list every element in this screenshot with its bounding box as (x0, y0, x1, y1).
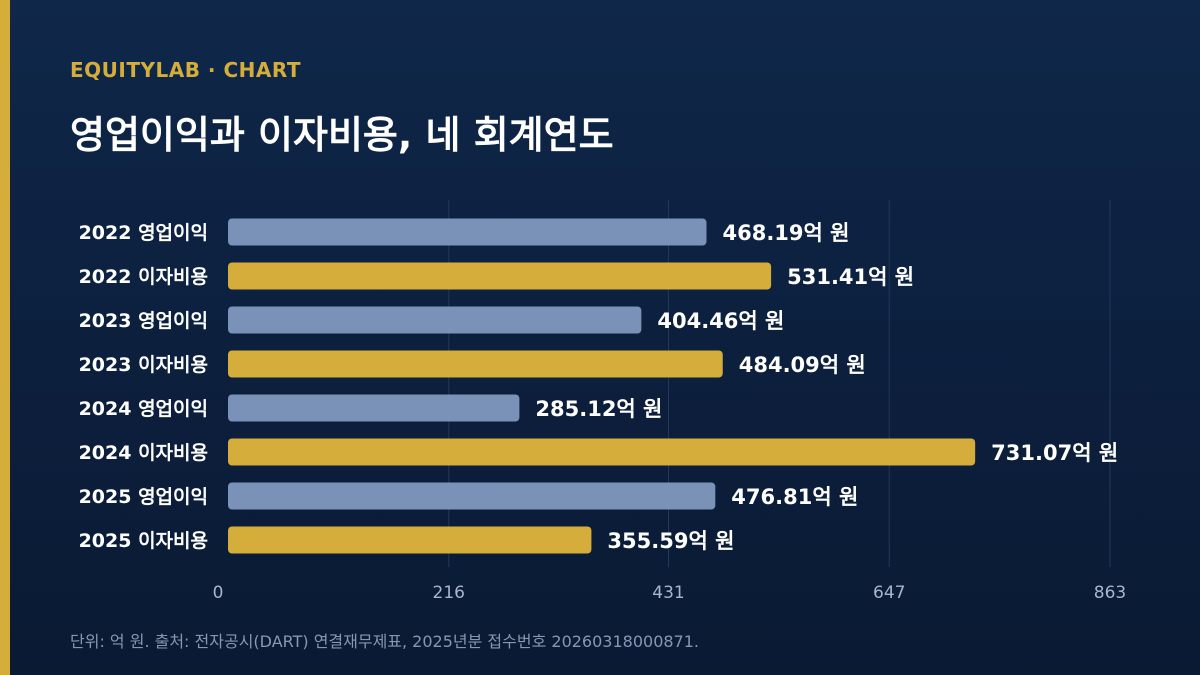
x-tick-label: 0 (213, 583, 224, 603)
bar-operating-income (228, 482, 716, 510)
bar-operating-income (228, 218, 707, 246)
bar-interest-expense (228, 350, 723, 378)
category-label: 2022 영업이익 (79, 222, 208, 244)
x-tick-label: 647 (873, 583, 905, 603)
bar-interest-expense (228, 526, 592, 554)
data-label: 355.59억 원 (607, 529, 734, 553)
category-label: 2023 이자비용 (79, 354, 208, 376)
data-label: 484.09억 원 (739, 353, 866, 377)
brand-label: EQUITYLAB · CHART (70, 58, 301, 82)
data-label: 531.41억 원 (787, 265, 914, 289)
data-label: 476.81억 원 (731, 485, 858, 509)
data-label: 404.46억 원 (657, 309, 784, 333)
page-title: 영업이익과 이자비용, 네 회계연도 (70, 113, 614, 157)
bar-interest-expense (228, 438, 976, 466)
data-label: 731.07억 원 (991, 441, 1118, 465)
x-tick-label: 431 (652, 583, 684, 603)
bar-operating-income (228, 394, 520, 422)
category-label: 2024 이자비용 (79, 442, 208, 464)
bar-interest-expense (228, 262, 772, 290)
x-tick-label: 863 (1094, 583, 1126, 603)
accent-bar (0, 0, 10, 675)
category-label: 2025 영업이익 (79, 486, 208, 508)
data-label: 285.12억 원 (535, 397, 662, 421)
bar-operating-income (228, 306, 642, 334)
data-label: 468.19억 원 (722, 221, 849, 245)
category-label: 2024 영업이익 (79, 398, 208, 420)
category-label: 2022 이자비용 (79, 266, 208, 288)
category-label: 2023 영업이익 (79, 310, 208, 332)
source-footnote: 단위: 억 원. 출처: 전자공시(DART) 연결재무제표, 2025년분 접… (70, 632, 699, 651)
x-tick-label: 216 (433, 583, 465, 603)
category-label: 2025 이자비용 (79, 530, 208, 552)
